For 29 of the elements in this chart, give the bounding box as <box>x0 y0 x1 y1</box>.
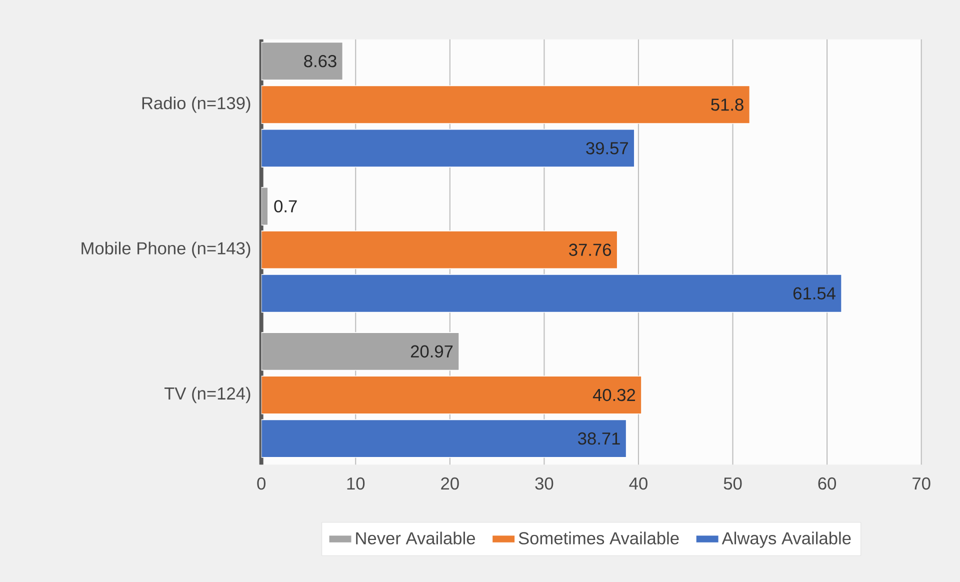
data-label: 0.7 <box>274 200 297 212</box>
data-label: 8.63 <box>304 54 336 68</box>
data-label: 40.32 <box>592 388 636 402</box>
x-tick-label: 40 <box>629 477 648 490</box>
bar <box>261 376 642 414</box>
bar <box>261 274 842 313</box>
bar <box>261 128 635 168</box>
data-label: 37.76 <box>569 244 611 256</box>
legend-label: Never Available <box>356 532 475 544</box>
x-tick-label: 70 <box>912 477 930 490</box>
bar <box>261 419 627 458</box>
data-label: 39.57 <box>586 142 628 154</box>
data-label: 38.71 <box>578 432 620 445</box>
y-tick-label: Radio (n=139) <box>142 96 250 113</box>
x-tick-label: 50 <box>724 477 742 490</box>
bar <box>261 230 618 270</box>
legend-label: Always Available <box>722 532 851 548</box>
x-tick-label: 60 <box>818 477 836 490</box>
data-label: 61.54 <box>793 287 836 300</box>
bar <box>261 85 750 124</box>
y-tick-label: Mobile Phone (n=143) <box>82 242 250 258</box>
data-label: 20.97 <box>410 345 453 358</box>
data-label: 51.8 <box>711 98 744 111</box>
x-tick-label: 20 <box>441 477 459 490</box>
x-tick-label: 0 <box>257 477 266 490</box>
legend-label: Sometimes Available <box>518 532 679 544</box>
y-tick-label: TV (n=124) <box>164 386 250 404</box>
x-tick-label: 10 <box>347 477 365 490</box>
x-tick-label: 30 <box>535 477 554 490</box>
